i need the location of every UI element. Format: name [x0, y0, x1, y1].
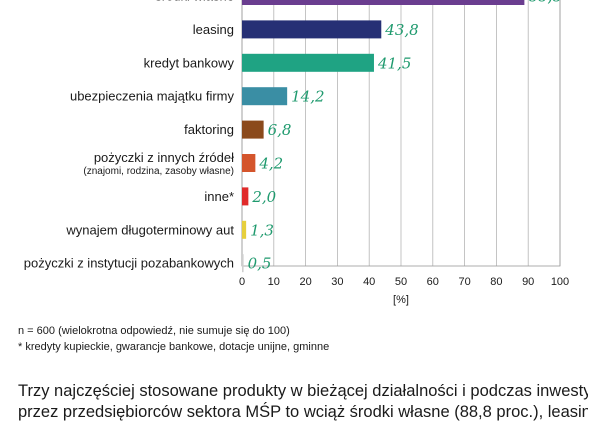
bar-chart: środki własne leasing kredyt bankowy ubezpi… — [24, 0, 569, 306]
bar — [242, 120, 264, 139]
sample-note: n = 600 (wielokrotna odpowiedź, nie sumu… — [18, 325, 290, 337]
data-value-label: 6,8 — [268, 121, 292, 139]
x-tick-label: 90 — [522, 276, 534, 288]
category-label: faktoring — [184, 122, 234, 137]
data-value-label: 2,0 — [251, 188, 276, 206]
bar — [242, 254, 244, 273]
x-tick-label: 50 — [395, 276, 407, 288]
category-label: środki własne — [155, 0, 234, 4]
data-value-label: 0,5 — [248, 255, 272, 273]
footnote: * kredyty kupieckie, gwarancje bankowe, … — [18, 341, 330, 353]
bar — [242, 87, 288, 106]
category-label: wynajem długoterminowy aut — [65, 222, 234, 237]
chart-category-labels: środki własne leasing kredyt bankowy ubezpi… — [24, 0, 235, 271]
plot-frame — [241, 0, 561, 267]
data-value-label: 4,2 — [258, 155, 283, 173]
bar — [242, 0, 525, 5]
bar — [242, 154, 256, 172]
bar — [242, 20, 382, 39]
data-value-label: 41,5 — [377, 54, 411, 72]
category-label: pożyczki z innych źródeł — [94, 150, 234, 165]
x-tick-label: 20 — [299, 276, 311, 288]
chart-value-labels: 88,8 43,8 41,5 14,2 6,8 4,2 2,0 1,3 0,5 — [248, 0, 562, 273]
chart-bars — [242, 0, 525, 273]
data-value-label: 14,2 — [291, 88, 324, 106]
bar — [242, 53, 374, 72]
bar — [242, 220, 247, 239]
x-tick-label: 40 — [363, 276, 375, 288]
x-tick-label: 10 — [268, 276, 280, 288]
body-paragraph-line-2: przez przedsiębiorców sektora MŚP to wci… — [18, 403, 588, 421]
x-tick-label: 70 — [458, 276, 470, 288]
category-label: pożyczki z instytucji pozabankowych — [24, 256, 234, 271]
category-label: inne* — [204, 189, 234, 204]
data-value-label: 88,8 — [528, 0, 561, 6]
body-paragraph-line-1: Trzy najczęściej stosowane produkty w bi… — [18, 382, 588, 400]
category-label: kredyt bankowy — [144, 55, 235, 70]
x-tick-label: 30 — [331, 276, 343, 288]
bar — [242, 187, 249, 206]
x-tick-label: 100 — [551, 276, 569, 288]
x-tick-label: 80 — [490, 276, 502, 288]
category-label: leasing — [193, 22, 234, 37]
chart-x-axis-ticks: 0 10 20 30 40 50 60 70 80 90 100 — [239, 276, 569, 288]
data-value-label: 43,8 — [384, 21, 418, 39]
data-value-label: 1,3 — [250, 221, 274, 239]
category-sublabel: (znajomi, rodzina, zasoby własne) — [83, 166, 234, 177]
x-tick-label: 0 — [239, 276, 245, 288]
category-label: ubezpieczenia majątku firmy — [70, 89, 235, 104]
x-tick-label: 60 — [427, 276, 439, 288]
chart-grid — [241, 0, 561, 267]
x-axis-unit-label: [%] — [393, 294, 409, 306]
